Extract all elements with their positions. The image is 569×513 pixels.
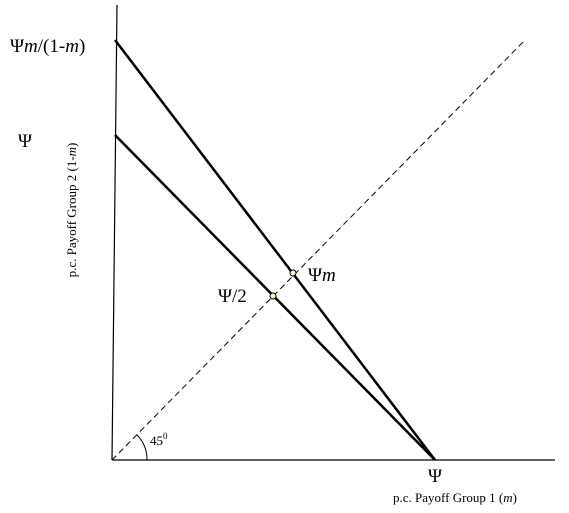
label-x-intercept: Ψ xyxy=(428,466,442,487)
label-mid-high: Ψm xyxy=(308,265,336,286)
label-y-low: Ψ xyxy=(18,131,32,152)
label-mid-low: Ψ/2 xyxy=(218,286,247,307)
y-axis xyxy=(111,4,118,461)
line-high xyxy=(114,39,436,461)
point-low xyxy=(269,292,277,300)
diagonal-45 xyxy=(111,39,526,461)
label-angle: 450 xyxy=(150,431,168,448)
angle-arc xyxy=(136,434,148,461)
point-high xyxy=(289,269,297,277)
x-axis-title: p.c. Payoff Group 1 (m) xyxy=(393,490,517,505)
y-axis-title: p.c. Payoff Group 2 (1-m) xyxy=(64,143,79,278)
label-y-high: Ψm/(1-m) xyxy=(10,36,85,57)
